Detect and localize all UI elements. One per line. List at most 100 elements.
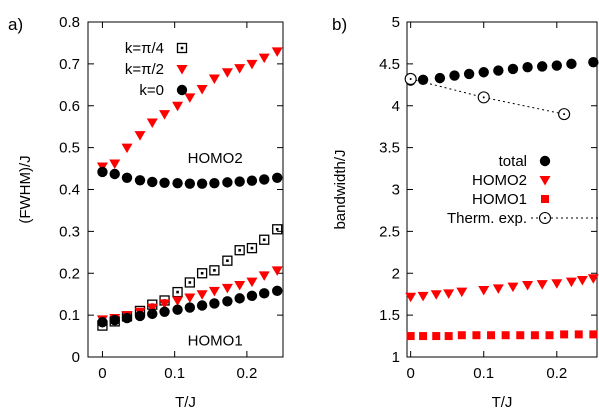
panel-a-legend-marker-0 [176, 42, 188, 54]
panel-b-series-3-point-2 [558, 108, 571, 121]
panel-a-series-2-point-23 [196, 300, 208, 311]
panel-b-series-0-point-6 [493, 65, 504, 76]
panel-b-series-2-point-0 [406, 332, 415, 341]
panel-b-series-1-point-2 [430, 290, 442, 300]
panel-b-series-2-point-4 [457, 331, 466, 340]
panel-a-series-0-point-8-inner [200, 271, 204, 275]
panel-b-ytick-label: 4.5 [379, 56, 400, 73]
panel-a-annotation-1: HOMO1 [188, 332, 243, 349]
panel-b-series-3-point-1 [477, 91, 490, 104]
panel-a-series-2-point-12 [246, 175, 258, 186]
panel-b-series-2-point-9 [530, 331, 539, 340]
panel-b-series-0-point-7 [507, 63, 519, 75]
panel-a-series-1-point-8 [196, 85, 208, 95]
panel-a-series-0-point-14 [272, 224, 283, 235]
panel-a-series-0-point-7 [184, 277, 195, 288]
panel-b-series-0-point-9 [536, 61, 548, 72]
panel-a-legend-marker-2 [176, 84, 188, 96]
panel-a-series-2-point-7 [184, 178, 196, 189]
panel-b-series-1-point-7 [507, 282, 519, 293]
panel-a-series-1-point-28 [258, 271, 270, 281]
panel-a-series-0-point-13 [259, 234, 270, 245]
panel-a-series-0-point-12 [246, 242, 258, 254]
panel-a-series-2-point-15 [97, 317, 108, 328]
panel-a-series-1-point-1 [109, 159, 121, 170]
panel-a-series-0-point-10-inner [226, 259, 229, 262]
panel-a-series-1-point-23 [196, 290, 208, 300]
panel-b-xtick-label: 0 [406, 365, 414, 382]
panel-a-series-2-point-24 [209, 298, 220, 309]
panel-b-series-3-point-2-dot [563, 113, 566, 116]
panel-a-series-0-point-11-outer [234, 245, 245, 256]
panel-a-series-0-point-11 [234, 245, 245, 256]
panel-a-legend-label-2: k=0 [139, 82, 164, 99]
panel-a-ytick-label: 0 [72, 349, 80, 366]
panel-b-series-2-point-2 [432, 332, 441, 341]
panel-b-series-1-point-3 [443, 289, 455, 299]
panel-a-series-2-point-8 [196, 178, 208, 189]
panel-b-ytick-label: 2.5 [379, 223, 400, 240]
panel-b-legend-label-2: HOMO1 [472, 191, 527, 208]
panel-a-legend-marker-0-inner [180, 46, 184, 50]
panel-b-series-3-point-0 [404, 72, 417, 85]
panel-b-series-0-point-4 [463, 68, 475, 80]
panel-a-series-0-point-8 [196, 268, 208, 279]
panel-a-series-1-point-29 [271, 266, 283, 276]
panel-a-series-1-point-6 [172, 101, 184, 112]
panel-a-series-2-point-18 [134, 310, 146, 322]
panel-a-series-1-point-11 [234, 64, 246, 74]
panel-b-ytick-label: 1 [392, 349, 400, 366]
panel-b-xtick-label: 0.2 [546, 365, 567, 382]
panel-b-series-2-point-11 [560, 330, 569, 339]
panel-b-series-1-point-13 [587, 274, 599, 284]
panel-a-ytick-label: 0.6 [59, 98, 80, 115]
panel-a-series-1-point-2 [121, 143, 133, 154]
panel-a-series-0-point-11-inner [238, 248, 241, 252]
panel-b-series-3-point-1-dot [482, 96, 485, 99]
panel-a-series-0-point-7-outer [184, 277, 195, 288]
panel-a-series-0-point-9-outer [209, 265, 220, 276]
panel-a-series-0-point-14-inner [275, 227, 279, 231]
panel-a-series-0-point-6-inner [176, 290, 179, 294]
panel-b-series-2-point-6 [487, 331, 496, 340]
panel-b-series-2-point-7 [501, 331, 510, 340]
panel-a-series-1-point-12 [246, 59, 258, 70]
panel-a-series-1-point-9 [208, 74, 220, 85]
panel-b-series-0-point-3 [449, 70, 460, 81]
panel-a-series-1-point-5 [159, 110, 171, 120]
panel-b-series-0-point-8 [522, 62, 533, 73]
panel-b-legend-marker-0 [539, 155, 551, 167]
panel-a-ytick-label: 0.1 [59, 307, 80, 324]
panel-b-series-1-point-10 [551, 279, 563, 289]
panel-b-series-1-point-5 [478, 286, 490, 296]
panel-a-legend-marker-1 [176, 65, 188, 75]
panel-b-x-axis-label: T/J [492, 394, 513, 411]
panel-b-series-0-point-10 [551, 60, 563, 71]
panel-a-series-1-point-4 [146, 118, 158, 128]
panel-a-series-1-point-21 [172, 296, 184, 306]
panel-b-series-2-point-3 [444, 332, 453, 341]
panel-b-ytick-label: 4 [392, 98, 400, 115]
panel-b-series-2-point-13 [589, 330, 598, 339]
panel-a-series-0-point-12-inner [250, 246, 254, 250]
panel-a-series-0-point-9 [209, 265, 220, 276]
panel-a-series-1-point-22 [184, 293, 196, 304]
panel-b-series-3-point-0-dot [409, 77, 412, 80]
panel-b-series-1-point-12 [576, 275, 588, 286]
panel-b-series-1-point-11 [565, 277, 577, 288]
panel-a-series-0-point-6 [172, 286, 183, 298]
panel-b-legend-label-0: total [499, 153, 527, 170]
panel-a-series-2-point-5 [159, 177, 170, 188]
panel-b-ytick-label: 3 [392, 182, 400, 199]
panel-a-series-2-point-10 [222, 177, 233, 188]
panel-a-series-2-point-0 [97, 166, 108, 178]
panel-a-series-1-point-26 [234, 280, 246, 291]
panel-b-series-1-point-8 [522, 280, 534, 291]
panel-a-ytick-label: 0.2 [59, 265, 80, 282]
panel-a-series-2-point-4 [147, 176, 158, 188]
panel-a-series-2-point-1 [109, 168, 120, 180]
panel-a-series-2-point-6 [172, 178, 183, 189]
panel-b-series-1-point-1 [417, 291, 429, 302]
panel-a-series-2-point-21 [172, 304, 183, 315]
